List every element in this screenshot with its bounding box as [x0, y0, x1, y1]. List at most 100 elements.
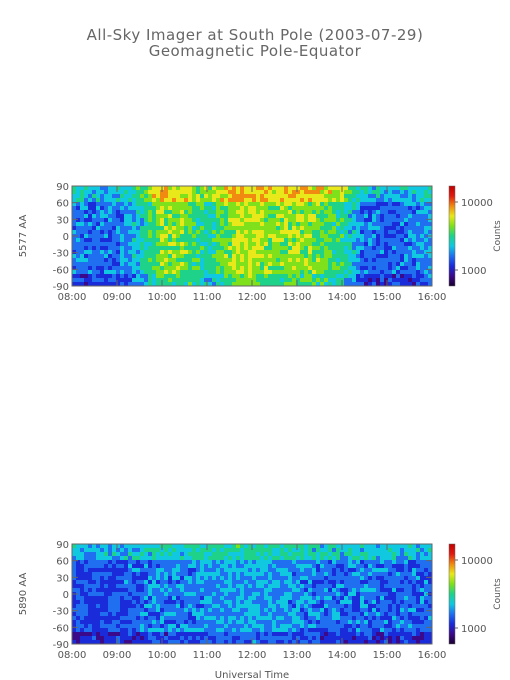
heatmap-cell: [212, 206, 217, 211]
heatmap-cell: [404, 628, 409, 633]
heatmap-cell: [340, 238, 345, 243]
heatmap-cell: [144, 186, 149, 191]
heatmap-cell: [308, 596, 313, 601]
heatmap-cell: [168, 604, 173, 609]
heatmap-cell: [140, 556, 145, 561]
heatmap-cell: [196, 636, 201, 641]
heatmap-cell: [184, 608, 189, 613]
heatmap-cell: [384, 544, 389, 549]
heatmap-cell: [200, 596, 205, 601]
heatmap-cell: [292, 596, 297, 601]
heatmap-cell: [352, 628, 357, 633]
heatmap-cell: [160, 548, 165, 553]
heatmap-cell: [320, 548, 325, 553]
heatmap-cell: [272, 552, 277, 557]
heatmap-cell: [240, 568, 245, 573]
heatmap-cell: [296, 190, 301, 195]
heatmap-cell: [268, 608, 273, 613]
heatmap-cell: [428, 552, 433, 557]
heatmap-cell: [304, 230, 309, 235]
heatmap-cell: [144, 564, 149, 569]
heatmap-cell: [272, 624, 277, 629]
heatmap-cell: [176, 190, 181, 195]
heatmap-cell: [136, 580, 141, 585]
heatmap-cell: [264, 214, 269, 219]
heatmap-cell: [144, 246, 149, 251]
heatmap-cell: [232, 246, 237, 251]
heatmap-cell: [100, 270, 105, 275]
heatmap-cell: [272, 194, 277, 199]
heatmap-cell: [356, 552, 361, 557]
heatmap-cell: [160, 246, 165, 251]
heatmap-cell: [352, 270, 357, 275]
heatmap-cell: [316, 242, 321, 247]
heatmap-cell: [144, 214, 149, 219]
heatmap-cell: [248, 226, 253, 231]
heatmap-cell: [400, 628, 405, 633]
heatmap-cell: [156, 608, 161, 613]
heatmap-cell: [268, 226, 273, 231]
heatmap-cell: [324, 596, 329, 601]
heatmap-cell: [176, 588, 181, 593]
heatmap-cell: [380, 592, 385, 597]
heatmap-cell: [328, 206, 333, 211]
heatmap-cell: [336, 186, 341, 191]
heatmap-cell: [256, 632, 261, 637]
heatmap-cell: [404, 258, 409, 263]
heatmap-cell: [244, 576, 249, 581]
heatmap-cell: [272, 202, 277, 207]
heatmap-cell: [368, 600, 373, 605]
heatmap-cell: [384, 230, 389, 235]
heatmap-cell: [88, 246, 93, 251]
heatmap-cell: [400, 198, 405, 203]
heatmap-cell: [380, 278, 385, 283]
heatmap-cell: [168, 584, 173, 589]
heatmap-cell: [224, 620, 229, 625]
heatmap-cell: [104, 572, 109, 577]
heatmap-cell: [408, 222, 413, 227]
heatmap-cell: [172, 568, 177, 573]
heatmap-cell: [372, 580, 377, 585]
heatmap-cell: [252, 584, 257, 589]
heatmap-cell: [368, 250, 373, 255]
heatmap-cell: [368, 564, 373, 569]
heatmap-cell: [388, 628, 393, 633]
heatmap-cell: [340, 190, 345, 195]
heatmap-cell: [96, 588, 101, 593]
heatmap-cell: [340, 548, 345, 553]
heatmap-cell: [348, 242, 353, 247]
heatmap-cell: [384, 616, 389, 621]
heatmap-cell: [392, 552, 397, 557]
heatmap-cell: [200, 270, 205, 275]
heatmap-cell: [228, 250, 233, 255]
heatmap-cell: [304, 266, 309, 271]
heatmap-cell: [240, 544, 245, 549]
heatmap-cell: [248, 588, 253, 593]
heatmap-cell: [232, 640, 237, 645]
heatmap-cell: [124, 202, 129, 207]
heatmap-cell: [80, 564, 85, 569]
heatmap-cell: [388, 242, 393, 247]
heatmap-cell: [264, 632, 269, 637]
heatmap-cell: [316, 194, 321, 199]
heatmap-cell: [260, 242, 265, 247]
heatmap-cell: [180, 242, 185, 247]
heatmap-cell: [232, 616, 237, 621]
heatmap-cell: [140, 218, 145, 223]
heatmap-cell: [404, 230, 409, 235]
heatmap-cell: [292, 572, 297, 577]
heatmap-cell: [420, 254, 425, 259]
heatmap-cell: [88, 226, 93, 231]
heatmap-cell: [292, 544, 297, 549]
heatmap-cell: [344, 262, 349, 267]
heatmap-cell: [288, 254, 293, 259]
heatmap-cell: [400, 572, 405, 577]
heatmap-cell: [192, 544, 197, 549]
heatmap-cell: [84, 218, 89, 223]
heatmap-cell: [220, 266, 225, 271]
heatmap-cell: [160, 258, 165, 263]
heatmap-cell: [72, 584, 77, 589]
heatmap-cell: [308, 202, 313, 207]
heatmap-cell: [264, 246, 269, 251]
heatmap-cell: [184, 194, 189, 199]
